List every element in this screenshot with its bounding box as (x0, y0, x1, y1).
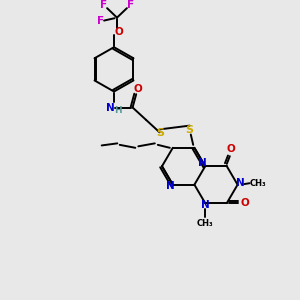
Text: N: N (166, 181, 175, 191)
Text: O: O (240, 198, 249, 208)
Text: N: N (198, 158, 207, 168)
Text: S: S (156, 128, 164, 138)
Text: N: N (106, 103, 115, 112)
Text: O: O (114, 26, 123, 37)
Text: F: F (127, 0, 134, 10)
Text: CH₃: CH₃ (249, 179, 266, 188)
Text: N: N (201, 200, 210, 211)
Text: O: O (227, 144, 236, 154)
Text: S: S (186, 125, 194, 135)
Text: O: O (134, 84, 142, 94)
Text: N: N (236, 178, 244, 188)
Text: H: H (114, 106, 122, 115)
Text: CH₃: CH₃ (197, 219, 214, 228)
Text: F: F (100, 0, 107, 10)
Text: F: F (97, 16, 104, 26)
